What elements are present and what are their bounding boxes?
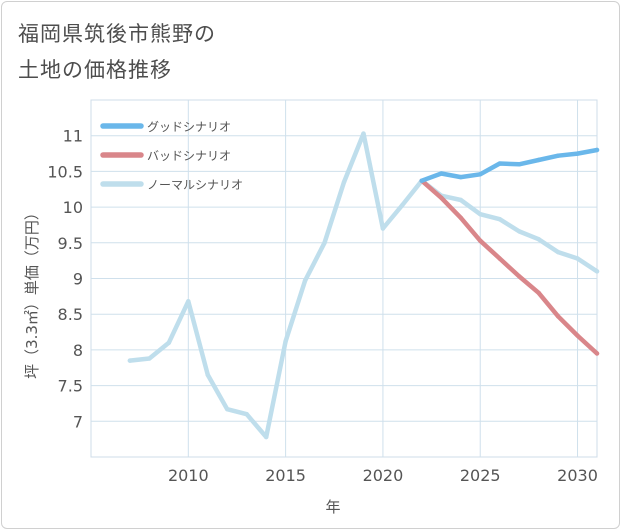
series-2-point [263,434,269,440]
x-tick-label: 2020 [363,466,404,485]
series-2-point [225,406,230,412]
chart-title-line-2: 土地の価格推移 [18,58,172,82]
series-2-point [497,217,502,222]
series-0-point [478,172,483,177]
series-2-point [127,358,133,363]
series-1-point [555,314,561,319]
series-1-point [516,274,522,279]
series-0-point [555,153,561,158]
series-2-point [205,372,210,378]
legend-label-2: ノーマルシナリオ [147,178,243,192]
series-2-point [575,256,580,261]
series-0-point [575,151,580,156]
series-2-point [458,197,463,203]
series-0-point [594,147,600,153]
series-0-point [516,162,522,167]
y-tick-label: 9 [73,270,83,289]
series-0-point [458,174,463,180]
series-2-point [166,340,172,345]
series-2-point [536,237,541,242]
series-1-point [439,195,444,201]
chart-title-line-1: 福岡県筑後市熊野の [18,22,216,46]
series-line-0 [419,147,600,183]
x-tick-label: 2025 [460,466,501,485]
x-tick-label: 2030 [557,466,598,485]
series-line-1 [419,178,600,356]
series-0-point [419,178,425,183]
axis-ticks: 2010 2015 2020 2025 2030 7 7.5 8 8.5 9 9.5 10 10.5 11 [47,127,598,485]
y-tick-label: 10 [63,198,83,217]
y-tick-label: 10.5 [47,162,83,181]
y-tick-label: 7.5 [58,377,83,396]
series-2-point [594,269,600,274]
series-2-point [244,411,249,417]
series-1-point [458,215,463,221]
series-1-point [575,333,580,338]
legend-label-0: グッドシナリオ [147,120,231,134]
series-1-point [594,351,600,356]
series-2-point [400,202,405,208]
series-2-point [283,339,288,344]
series-0-point [439,171,444,176]
series-2-point [302,278,308,283]
series-2-point [322,240,327,245]
series-2-point [361,131,366,136]
x-axis-label: 年 [325,498,340,516]
series-lines [127,131,600,440]
series-1-point [536,290,541,295]
series-2-point [516,229,522,234]
y-axis-label: 坪（3.3㎡）単価（万円） [23,205,41,379]
x-tick-label: 2010 [168,466,209,485]
series-1-point [497,256,502,261]
series-2-point [478,212,483,217]
series-2-point [147,356,152,361]
series-0-point [497,161,502,166]
series-0-point [536,157,541,163]
y-tick-label: 8.5 [58,305,83,324]
series-2-point [380,226,386,231]
series-1-point [478,238,483,243]
grid [91,100,597,457]
y-tick-label: 8 [73,341,83,360]
legend-label-1: バッドシナリオ [147,149,231,163]
series-2-point [555,249,561,255]
series-2-point [186,299,191,304]
y-tick-label: 11 [63,127,83,146]
series-2-point [341,179,347,185]
y-tick-label: 9.5 [58,234,83,253]
y-tick-label: 7 [73,412,83,431]
x-tick-label: 2015 [265,466,306,485]
